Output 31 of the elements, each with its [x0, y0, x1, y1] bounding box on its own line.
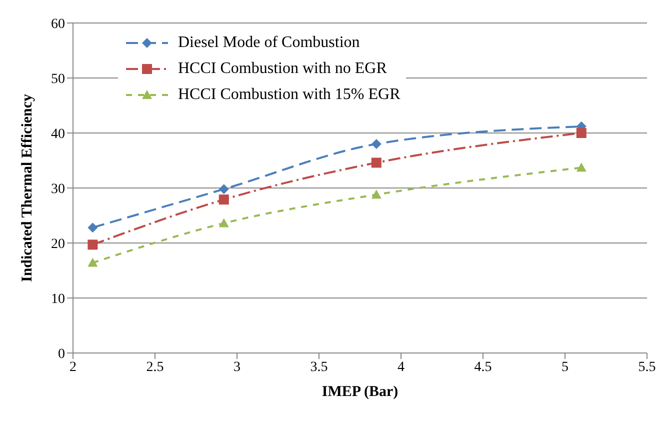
y-tick-label: 50	[51, 72, 65, 87]
legend-label: HCCI Combustion with no EGR	[178, 59, 387, 79]
x-tick-label: 2.5	[146, 360, 164, 375]
x-tick-label: 5.5	[638, 360, 656, 375]
x-tick-label: 4	[398, 360, 404, 375]
legend-label: Diesel Mode of Combustion	[178, 33, 360, 53]
x-tick-label: 3.5	[310, 360, 328, 375]
y-tick-label: 0	[58, 346, 65, 362]
point	[218, 218, 229, 228]
point	[88, 258, 98, 267]
y-tick-label: 20	[51, 236, 65, 252]
x-tick-label: 2	[70, 360, 76, 375]
x-tick-label: 3	[234, 360, 240, 375]
x-axis-title: IMEP (Bar)	[322, 384, 398, 400]
y-tick-label: 10	[51, 292, 65, 307]
point	[371, 158, 382, 168]
y-tick-label: 60	[51, 16, 65, 32]
y-tick-label: 40	[51, 126, 65, 142]
point	[371, 190, 382, 199]
point	[88, 240, 98, 250]
x-tick-label: 4.5	[474, 360, 492, 375]
point	[218, 194, 229, 205]
point	[88, 222, 98, 233]
point	[218, 184, 229, 194]
x-tick-label: 5	[562, 360, 568, 375]
y-axis-title: Indicated Thermal Efficiency	[19, 93, 36, 282]
point	[576, 162, 586, 172]
point	[371, 139, 382, 149]
point	[576, 128, 586, 138]
legend-label: HCCI Combustion with 15% EGR	[178, 85, 400, 105]
y-tick-label: 30	[51, 182, 65, 197]
